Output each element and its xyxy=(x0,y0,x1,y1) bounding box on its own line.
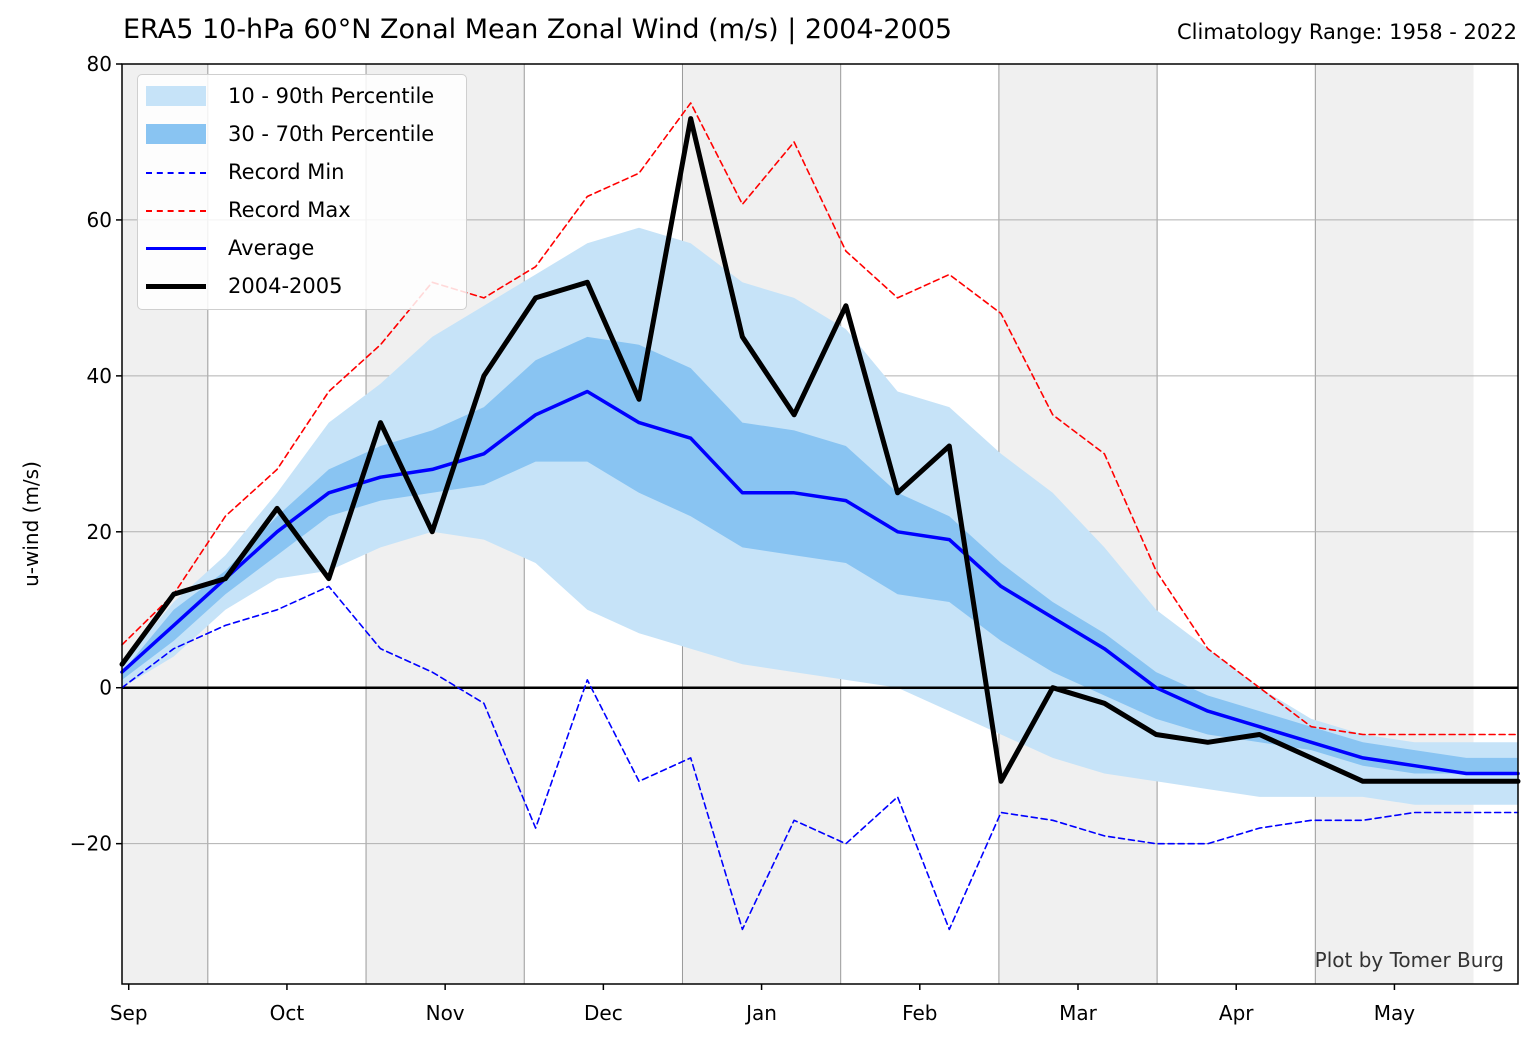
legend-item-10-90: 10 - 90th Percentile xyxy=(146,81,434,111)
series-2004-2005 xyxy=(119,116,1521,784)
x-tick-label: Sep xyxy=(110,1001,148,1025)
series-average xyxy=(120,389,1520,776)
band-30-70th-percentile xyxy=(122,336,1518,774)
chart-subtitle: Climatology Range: 1958 - 2022 xyxy=(1177,20,1517,44)
legend-swatch xyxy=(146,86,206,106)
legend-label: 30 - 70th Percentile xyxy=(228,122,435,146)
credit-text: Plot by Tomer Burg xyxy=(1314,948,1504,972)
legend-swatch xyxy=(146,200,206,220)
legend-label: Record Min xyxy=(228,160,345,184)
month-shade xyxy=(1315,64,1474,984)
y-axis-label: u-wind (m/s) xyxy=(19,461,43,587)
x-tick-label: Mar xyxy=(1059,1001,1098,1025)
legend-item-average: Average xyxy=(146,233,314,263)
legend-label: Average xyxy=(228,236,315,260)
y-tick-label: 20 xyxy=(87,520,112,544)
plot-frame xyxy=(121,63,1519,985)
x-tick-label: May xyxy=(1374,1001,1416,1025)
legend-item-record-min: Record Min xyxy=(146,157,345,187)
x-tick-label: Apr xyxy=(1219,1001,1254,1025)
x-tick-label: Jan xyxy=(744,1001,777,1025)
series-record-min xyxy=(121,585,1519,931)
chart-title: ERA5 10-hPa 60°N Zonal Mean Zonal Wind (… xyxy=(123,14,953,45)
x-tick-label: Nov xyxy=(426,1001,465,1025)
x-tick-label: Dec xyxy=(584,1001,623,1025)
y-tick-label: 80 xyxy=(87,52,112,76)
y-tick-label: 0 xyxy=(99,676,112,700)
legend-swatch xyxy=(146,124,206,144)
legend-swatch xyxy=(146,162,206,182)
legend-item-30-70: 30 - 70th Percentile xyxy=(146,119,434,149)
legend-label: Record Max xyxy=(228,198,351,222)
legend-swatch xyxy=(146,276,206,296)
y-tick-label: 60 xyxy=(87,208,112,232)
y-tick-label: 40 xyxy=(87,364,112,388)
legend-label: 2004-2005 xyxy=(228,274,343,298)
y-tick-label: −20 xyxy=(70,832,112,856)
legend: 10 - 90th Percentile 30 - 70th Percentil… xyxy=(137,74,467,310)
legend-label: 10 - 90th Percentile xyxy=(228,84,435,108)
legend-item-2004-2005: 2004-2005 xyxy=(146,271,342,301)
legend-item-record-max: Record Max xyxy=(146,195,351,225)
legend-swatch xyxy=(146,238,206,258)
series-record-max xyxy=(121,102,1519,736)
x-tick-label: Feb xyxy=(902,1001,937,1025)
x-tick-label: Oct xyxy=(270,1001,305,1025)
